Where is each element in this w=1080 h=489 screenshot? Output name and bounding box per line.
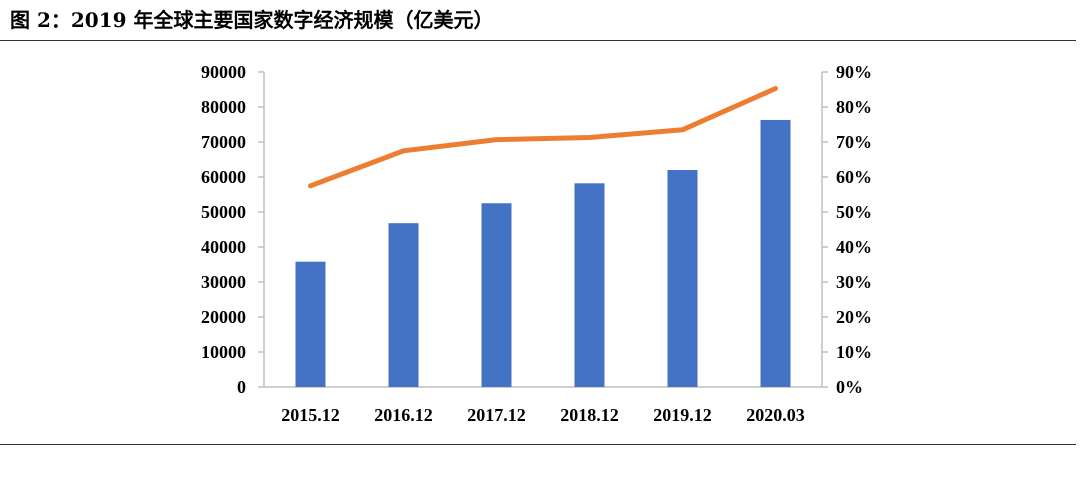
bar-2015.12 — [295, 261, 326, 387]
left-tick-label: 0 — [237, 377, 246, 397]
bottom-rule — [0, 444, 1076, 445]
figure-title: 图 2：2019 年全球主要国家数字经济规模（亿美元） — [10, 8, 494, 32]
x-tick-label: 2020.03 — [746, 405, 805, 425]
x-tick-label: 2019.12 — [653, 405, 712, 425]
left-tick-label: 10000 — [201, 342, 246, 362]
bar-2018.12 — [574, 183, 605, 387]
right-tick-label: 0% — [836, 377, 863, 397]
right-axis-ticks: 0% 10% 20% 30% 40% 50% 60% 70% 80% 90% — [822, 62, 872, 397]
left-tick-label: 50000 — [201, 202, 246, 222]
top-rule — [0, 40, 1076, 41]
left-tick-label: 90000 — [201, 62, 246, 82]
left-tick-label: 80000 — [201, 97, 246, 117]
left-tick-label: 70000 — [201, 132, 246, 152]
x-tick-label: 2015.12 — [281, 405, 340, 425]
right-tick-label: 70% — [836, 132, 872, 152]
right-tick-label: 80% — [836, 97, 872, 117]
right-tick-label: 60% — [836, 167, 872, 187]
left-tick-label: 30000 — [201, 272, 246, 292]
right-tick-label: 10% — [836, 342, 872, 362]
left-tick-label: 60000 — [201, 167, 246, 187]
right-tick-label: 90% — [836, 62, 872, 82]
right-tick-label: 20% — [836, 307, 872, 327]
x-tick-label: 2017.12 — [467, 405, 526, 425]
line-series — [308, 86, 778, 189]
bar-series — [295, 119, 791, 387]
x-tick-label: 2018.12 — [560, 405, 619, 425]
right-tick-label: 30% — [836, 272, 872, 292]
bar-2016.12 — [388, 223, 419, 387]
left-tick-label: 20000 — [201, 307, 246, 327]
bar-2020.03 — [760, 119, 791, 387]
right-tick-label: 40% — [836, 237, 872, 257]
x-axis-labels: 2015.12 2016.12 2017.12 2018.12 2019.12 2020.… — [281, 405, 805, 425]
right-tick-label: 50% — [836, 202, 872, 222]
bar-2019.12 — [667, 170, 698, 387]
bar-2017.12 — [481, 203, 512, 387]
x-tick-label: 2016.12 — [374, 405, 433, 425]
left-tick-label: 40000 — [201, 237, 246, 257]
left-axis-ticks: 0 10000 20000 30000 40000 50000 60000 70000 8000… — [201, 62, 264, 397]
